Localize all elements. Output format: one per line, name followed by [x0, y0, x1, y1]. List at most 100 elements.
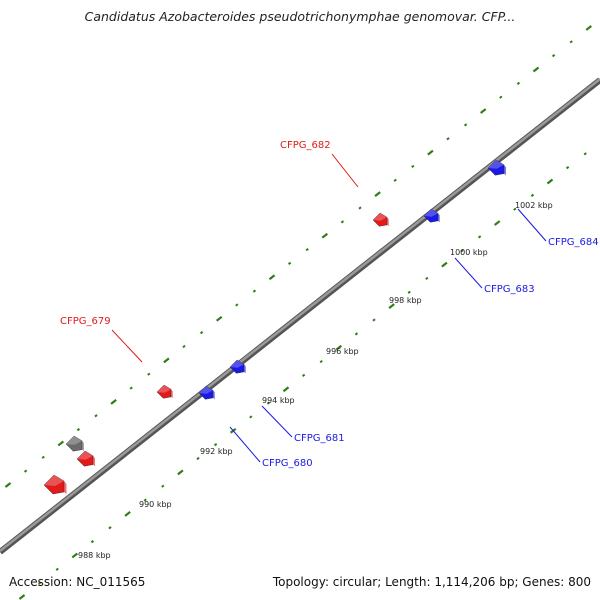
gene-feature-forward[interactable]: [76, 450, 95, 467]
gene-feature-reverse[interactable]: [229, 359, 246, 374]
gene-label[interactable]: CFPG_683: [484, 284, 535, 295]
lower-tick: [196, 456, 200, 461]
scale-label: 988 kbp: [78, 551, 111, 560]
upper-tick: [532, 66, 540, 73]
gene-feature-other[interactable]: [65, 435, 84, 452]
upper-tick: [499, 95, 503, 99]
lower-tick: [425, 276, 429, 281]
lower-tick: [493, 220, 501, 226]
topology-summary: Topology: circular; Length: 1,114,206 bp…: [272, 575, 591, 589]
scale-label: 992 kbp: [200, 447, 233, 456]
backbone-line: [0, 77, 600, 555]
upper-tick: [110, 399, 117, 405]
gene-feature-forward[interactable]: [156, 384, 173, 399]
gene-feature-reverse[interactable]: [423, 208, 440, 223]
upper-tick: [147, 372, 151, 376]
lower-tick: [18, 594, 26, 600]
gene-features: [43, 159, 506, 495]
upper-tick: [463, 123, 468, 127]
gene-label-leader: [331, 153, 359, 188]
lower-tick: [177, 469, 184, 476]
gene-feature-reverse[interactable]: [198, 385, 215, 400]
lower-tick: [354, 332, 359, 336]
upper-tick: [76, 428, 81, 432]
lower-tick: [71, 552, 79, 559]
lower-tick: [335, 344, 343, 351]
lower-tick: [249, 415, 253, 419]
upper-tick: [358, 206, 362, 210]
scale-label: 996 kbp: [326, 347, 359, 356]
lower-tick: [583, 152, 587, 156]
upper-tick: [163, 357, 170, 364]
upper-tick: [479, 108, 487, 114]
scale-label: 990 kbp: [139, 500, 172, 509]
gene-label-leader: [111, 329, 143, 363]
upper-tick: [182, 344, 186, 349]
gene-labels: CFPG_679 CFPG_682 CFPG_680 CFPG_681 CFPG_683…: [60, 140, 599, 469]
upper-tick: [427, 149, 434, 156]
upper-tick: [516, 81, 521, 85]
lower-tick: [161, 484, 165, 488]
lower-tick: [143, 498, 147, 502]
lower-tick: [441, 261, 448, 268]
lower-tick: [55, 567, 59, 571]
gene-feature-forward[interactable]: [43, 474, 67, 495]
gene-feature-forward[interactable]: [372, 212, 389, 227]
upper-tick: [446, 137, 450, 141]
gene-label-leader: [517, 208, 547, 242]
upper-tick: [94, 414, 98, 418]
lower-tick: [388, 303, 395, 309]
upper-tick: [57, 440, 65, 447]
gene-label[interactable]: CFPG_680: [262, 458, 313, 469]
upper-tick: [215, 315, 223, 322]
lower-tick: [319, 359, 323, 364]
upper-tick: [287, 261, 292, 265]
lower-tick: [90, 540, 95, 544]
upper-tick: [585, 25, 593, 31]
lower-tick: [108, 526, 112, 530]
upper-tick: [374, 191, 381, 197]
lower-tick: [546, 178, 554, 185]
lower-tick: [301, 373, 306, 377]
upper-tick: [551, 54, 556, 58]
upper-tick: [393, 178, 397, 182]
gene-label[interactable]: CFPG_684: [548, 237, 599, 248]
lower-tick: [460, 249, 464, 253]
upper-tick: [305, 247, 309, 252]
upper-tick: [411, 164, 415, 169]
upper-tick: [340, 220, 345, 224]
gene-label-leader: [454, 257, 483, 289]
gene-label[interactable]: CFPG_679: [60, 316, 111, 327]
upper-tick: [41, 455, 45, 459]
gene-label-leader: [229, 426, 261, 463]
accession-text: Accession: NC_011565: [9, 575, 146, 589]
scale-label: 998 kbp: [389, 296, 422, 305]
scale-labels: 988 kbp 990 kbp 992 kbp 994 kbp 996 kbp 998 k…: [78, 201, 553, 560]
gene-label[interactable]: CFPG_682: [280, 140, 331, 151]
upper-tick: [252, 289, 257, 293]
gene-label[interactable]: CFPG_681: [294, 433, 345, 444]
lower-tick: [266, 401, 271, 405]
upper-tick: [129, 386, 133, 390]
upper-tick: [4, 482, 12, 488]
scale-label: 994 kbp: [262, 396, 295, 405]
lower-tick: [213, 443, 218, 447]
upper-tick: [199, 331, 204, 335]
upper-tick: [569, 40, 573, 44]
upper-tick-track: [4, 25, 593, 488]
upper-tick: [321, 232, 329, 239]
lower-tick-track: [18, 152, 587, 600]
scale-label: 1002 kbp: [515, 201, 553, 210]
gene-feature-reverse[interactable]: [487, 159, 506, 176]
upper-tick: [268, 274, 276, 281]
lower-tick: [282, 386, 290, 393]
lower-tick: [407, 290, 411, 294]
lower-tick: [372, 318, 376, 322]
lower-tick: [37, 581, 42, 585]
lower-tick: [513, 207, 517, 211]
lower-tick: [477, 235, 482, 239]
map-title: Candidatus Azobacteroides pseudotrichony…: [84, 9, 516, 24]
lower-tick: [124, 511, 131, 517]
upper-tick: [235, 303, 239, 307]
